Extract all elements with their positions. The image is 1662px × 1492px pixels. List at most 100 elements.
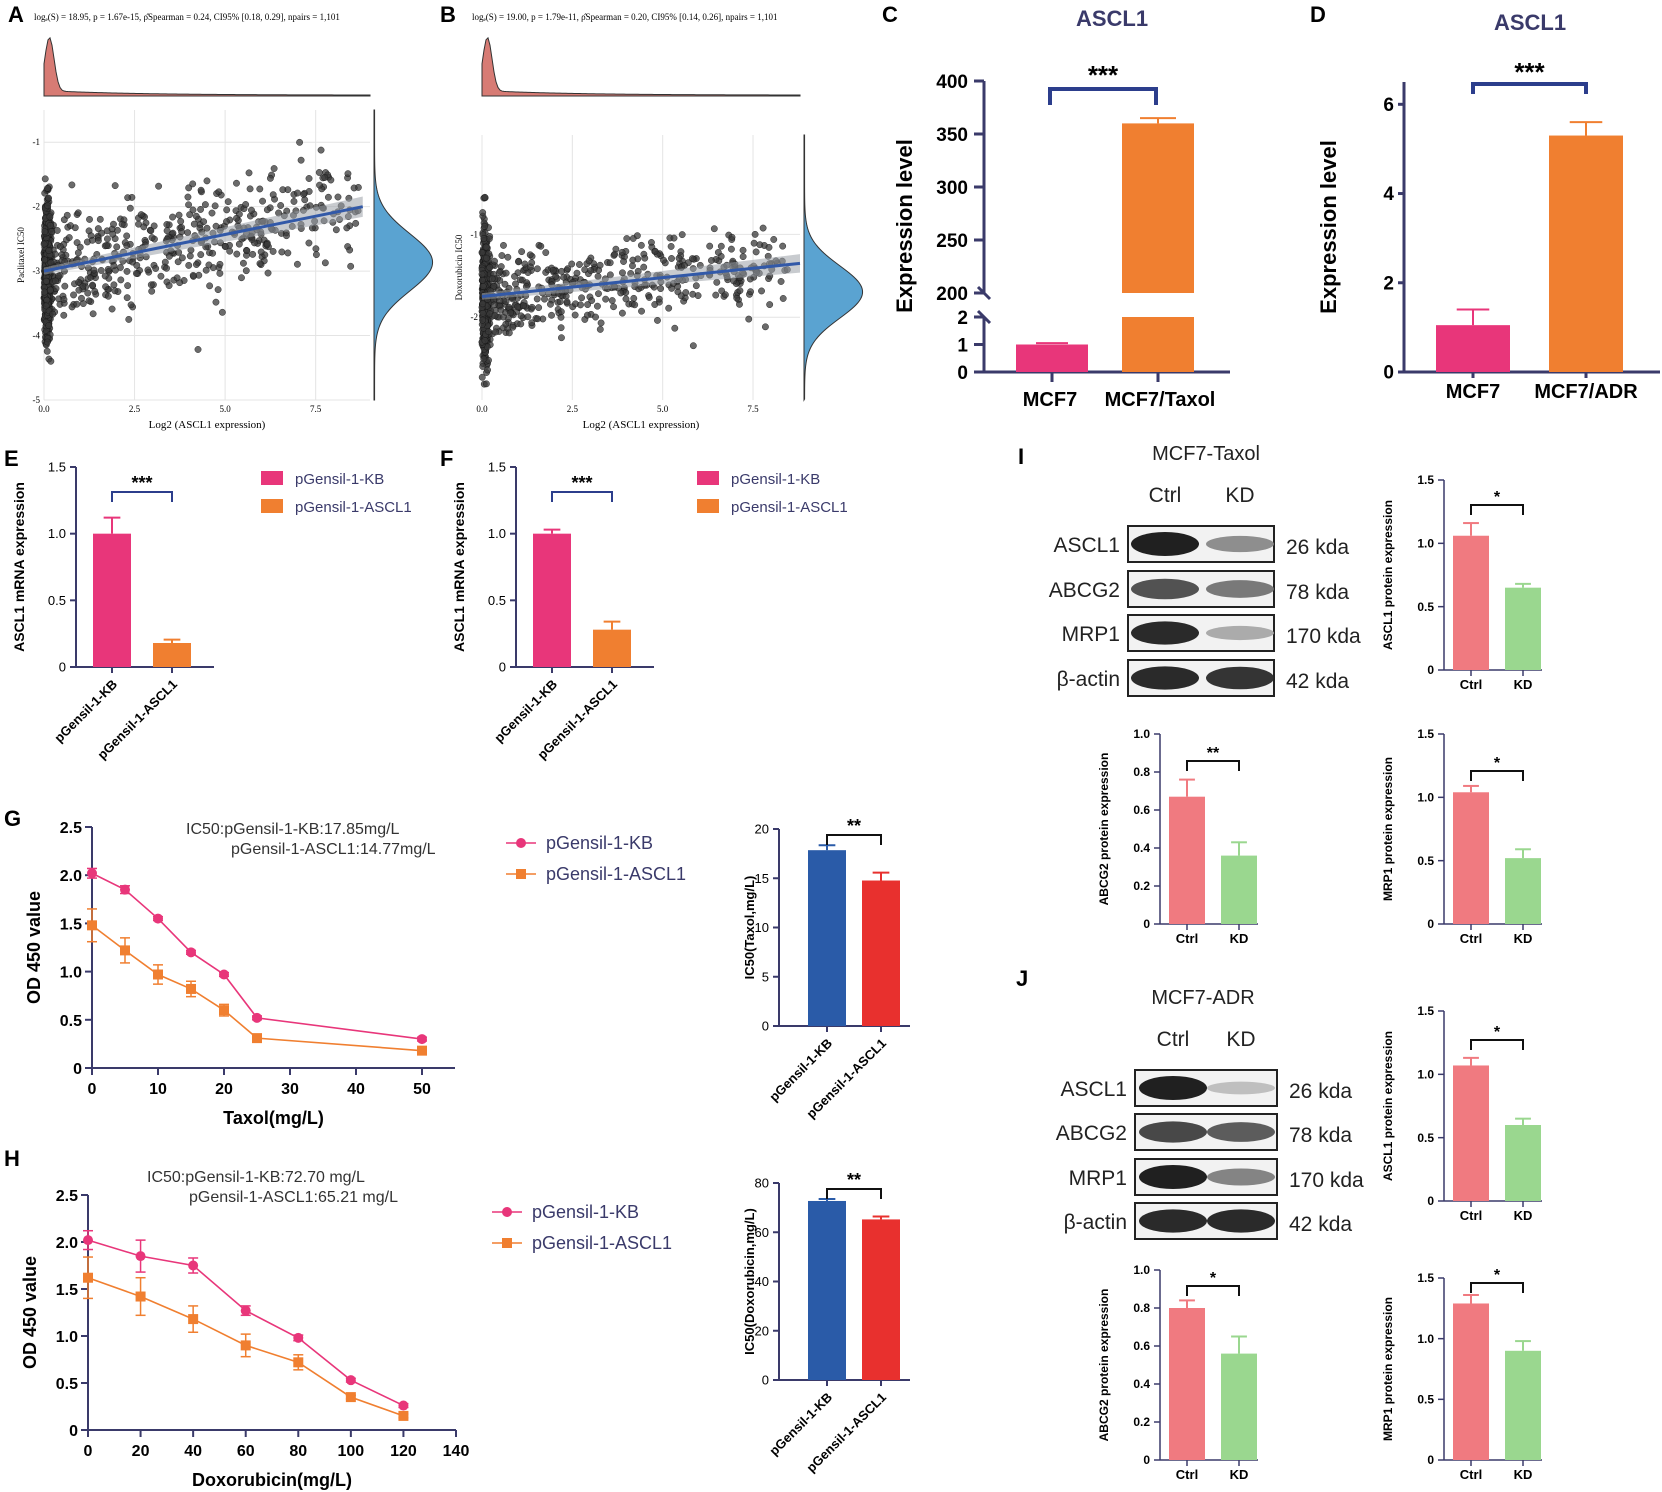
data-point [252,1012,262,1023]
scatter-point [124,194,132,202]
scatter-point [249,250,257,258]
y-tick-label: 0 [1383,363,1394,384]
scatter-point [651,301,659,308]
scatter-point [736,287,744,295]
scatter-point [45,322,53,329]
scatter-point [300,190,307,198]
chart-title: ASCL1 [1494,10,1566,35]
panel-label: C [882,2,898,27]
x-tick-label: 0 [88,1081,97,1098]
bar-chart-e: 0 0.5 1.0 1.5 pGensil-1-KB pGensil-1-ASCL1 ***… [4,446,412,762]
scatter-point [233,214,240,222]
x-tick-label: 0.0 [38,404,50,414]
scatter-point [521,260,529,268]
y-tick-label: 2.5 [56,1188,78,1205]
scatter-point [123,242,131,250]
y-tick-label: 0 [1427,1453,1434,1467]
x-axis-label: Log2 (ASCL1 expression) [583,419,700,431]
panel-label: J [1016,966,1028,991]
scatter-point [556,298,564,306]
scatter-point [681,262,688,269]
blot-title: MCF7-ADR [1151,987,1254,1009]
bar-kd [1505,1125,1541,1201]
scatter-point [264,269,272,277]
scatter-point [587,267,595,274]
scatter-point [631,301,639,309]
scatter-point [242,201,250,208]
x-tick-label: 0 [84,1443,93,1460]
scatter-point [514,303,521,311]
data-point [417,1034,427,1045]
scatter-panel-b: 0.0 2.5 5.0 7.5 -2 -1 Log2 (ASCL1 expression) D… [440,2,864,431]
y-tick-label: -1 [471,229,479,239]
y-tick-label: 1.0 [1417,537,1434,551]
x-tick-label: 2.5 [567,404,579,414]
scatter-point [564,265,572,273]
y-axis-label: Paclitaxel IC50 [16,227,26,283]
scatter-point [505,329,513,337]
panel-label: E [4,446,19,471]
data-point [135,1291,146,1302]
data-point [186,983,196,994]
scatter-point [53,227,61,234]
scatter-point [127,301,135,309]
x-tick-label: KD [1514,931,1533,946]
scatter-point [148,234,156,241]
y-tick-label: 0.5 [60,1013,82,1030]
scatter-point [313,251,320,259]
stats-annotation: logₑ(S) = 18.95, p = 1.67e-15, ρ̂Spearma… [34,12,340,22]
scatter-point [752,248,760,256]
scatter-point [197,251,205,258]
scatter-point [110,262,118,270]
y-tick-label: 1.5 [1417,1271,1434,1285]
scatter-point [124,282,132,290]
scatter-point [113,243,121,251]
y-tick-label: 1 [957,336,968,357]
scatter-point [619,309,626,317]
scatter-point [670,234,678,242]
scatter-point [634,267,642,275]
y-tick-label: 300 [936,178,968,199]
scatter-point [689,342,697,350]
y-axis-label: ASCL1 protein expression [1381,500,1395,650]
scatter-point [75,286,83,294]
western-blot-j: J MCF7-ADR Ctrl KD ASCL1 26 kda ABCG2 78 kda MRP… [1016,966,1364,1240]
scatter-point [548,311,555,319]
scatter-point [347,262,355,270]
scatter-point [511,273,518,280]
bar-chart-h2: 020406080pGensil-1-KBpGensil-1-ASCL1**IC… [742,1170,910,1475]
x-axis-label: Doxorubicin(mg/L) [192,1470,352,1490]
scatter-point [497,306,505,314]
y-tick-label: 10 [755,920,769,935]
scatter-point [52,285,60,292]
scatter-point [44,184,51,192]
scatter-point [208,209,216,217]
y-tick-label: 1.0 [1417,1332,1434,1346]
y-tick-label: 0.5 [488,593,506,608]
band-size-label: 26 kda [1289,1080,1352,1103]
y-axis-label: OD 450 value [20,1256,40,1369]
scatter-point [140,223,148,231]
scatter-point [44,338,51,346]
protein-label: ASCL1 [1060,1078,1127,1101]
panel-label: B [440,2,456,27]
x-tick-label: 10 [149,1081,167,1098]
scatter-point [485,328,492,335]
scatter-point [45,247,53,254]
scatter-point [692,282,700,290]
data-point [219,1005,229,1016]
scatter-point [585,257,593,265]
scatter-point [96,215,104,223]
y-tick-label: 0.6 [1133,803,1150,817]
scatter-point [779,242,787,250]
scatter-point [132,270,140,277]
scatter-point [535,304,543,312]
blot-band [1206,535,1274,553]
scatter-point [218,308,226,316]
y-axis-label: ASCL1 mRNA expression [11,482,27,652]
scatter-points [40,138,362,365]
scatter-point [256,260,264,267]
scatter-point [671,324,679,332]
scatter-point [617,289,625,297]
